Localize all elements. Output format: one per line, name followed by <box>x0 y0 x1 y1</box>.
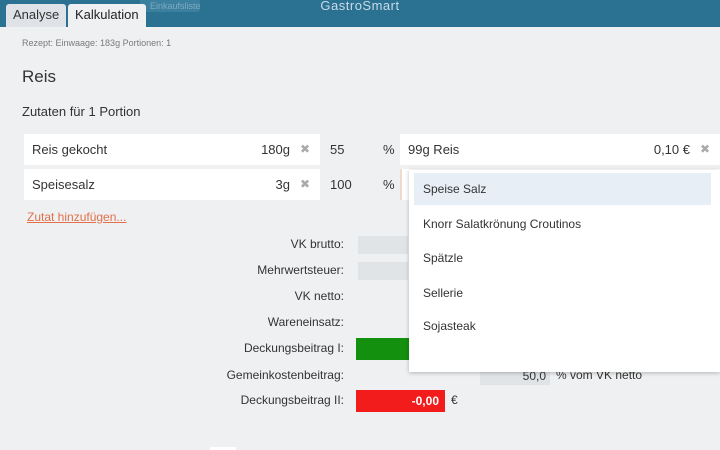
mwst-label: Mehrwertsteuer: <box>257 263 344 277</box>
product-dropdown: Speise Salz Knorr Salatkrönung Croutinos… <box>409 170 720 372</box>
app-title: GastroSmart <box>320 0 400 13</box>
vk-brutto-input[interactable] <box>358 236 408 254</box>
recipe-meta: Rezept: Einwaage: 183g Portionen: 1 <box>22 38 172 48</box>
ghost-tab-label: Einkaufsliste <box>150 1 201 11</box>
ingredient-field[interactable]: Speisesalz 3g ✖ <box>24 169 320 200</box>
dropdown-option[interactable]: Spätzle <box>423 251 464 265</box>
tab-kalkulation[interactable]: Kalkulation <box>68 4 146 27</box>
percent-sign: % <box>383 177 395 192</box>
product-match-name: 99g Reis <box>408 142 460 157</box>
wareneinsatz-label: Wareneinsatz: <box>267 315 344 329</box>
gemeinkosten-label: Gemeinkostenbeitrag: <box>226 368 344 382</box>
dropdown-option[interactable]: Knorr Salatkrönung Croutinos <box>423 217 582 231</box>
divider <box>210 447 236 450</box>
dropdown-option[interactable]: Sellerie <box>423 286 464 300</box>
tab-analyse[interactable]: Analyse <box>6 4 67 27</box>
product-match-field[interactable]: 99g Reis 0,10 € ✖ <box>400 134 720 165</box>
ingredient-field[interactable]: Reis gekocht 180g ✖ <box>24 134 320 165</box>
clear-icon[interactable]: ✖ <box>299 177 310 191</box>
percent-sign: % <box>383 142 395 157</box>
db1-label: Deckungsbeitrag I: <box>243 341 344 355</box>
vk-brutto-label: VK brutto: <box>290 237 344 251</box>
add-ingredient-link[interactable]: Zutat hinzufügen... <box>27 210 127 224</box>
product-price: 0,10 € <box>653 142 690 157</box>
ingredient-amount: 180g <box>261 142 290 157</box>
clear-icon[interactable]: ✖ <box>299 142 310 156</box>
clear-icon[interactable]: ✖ <box>699 142 710 156</box>
tab-einkaufsliste[interactable]: Einkaufsliste <box>140 0 201 12</box>
ingredient-percent[interactable]: 55 <box>330 142 345 157</box>
ingredient-name: Speisesalz <box>32 177 95 192</box>
dropdown-option[interactable]: Sojasteak <box>423 319 476 333</box>
db2-currency: € <box>451 393 458 407</box>
db1-value <box>356 338 409 360</box>
mwst-value <box>358 262 408 280</box>
dropdown-option[interactable]: Speise Salz <box>414 173 711 205</box>
ingredient-amount: 3g <box>275 177 290 192</box>
section-title: Zutaten für 1 Portion <box>22 104 141 119</box>
recipe-title: Reis <box>22 67 57 86</box>
ingredient-name: Reis gekocht <box>32 142 108 157</box>
top-bar: Einkaufsliste GastroSmart Analyse Kalkul… <box>0 0 720 27</box>
db2-value: -0,00 <box>356 390 445 412</box>
ingredient-percent[interactable]: 100 <box>330 177 352 192</box>
vk-netto-label: VK netto: <box>294 289 344 303</box>
db2-label: Deckungsbeitrag II: <box>240 393 344 407</box>
